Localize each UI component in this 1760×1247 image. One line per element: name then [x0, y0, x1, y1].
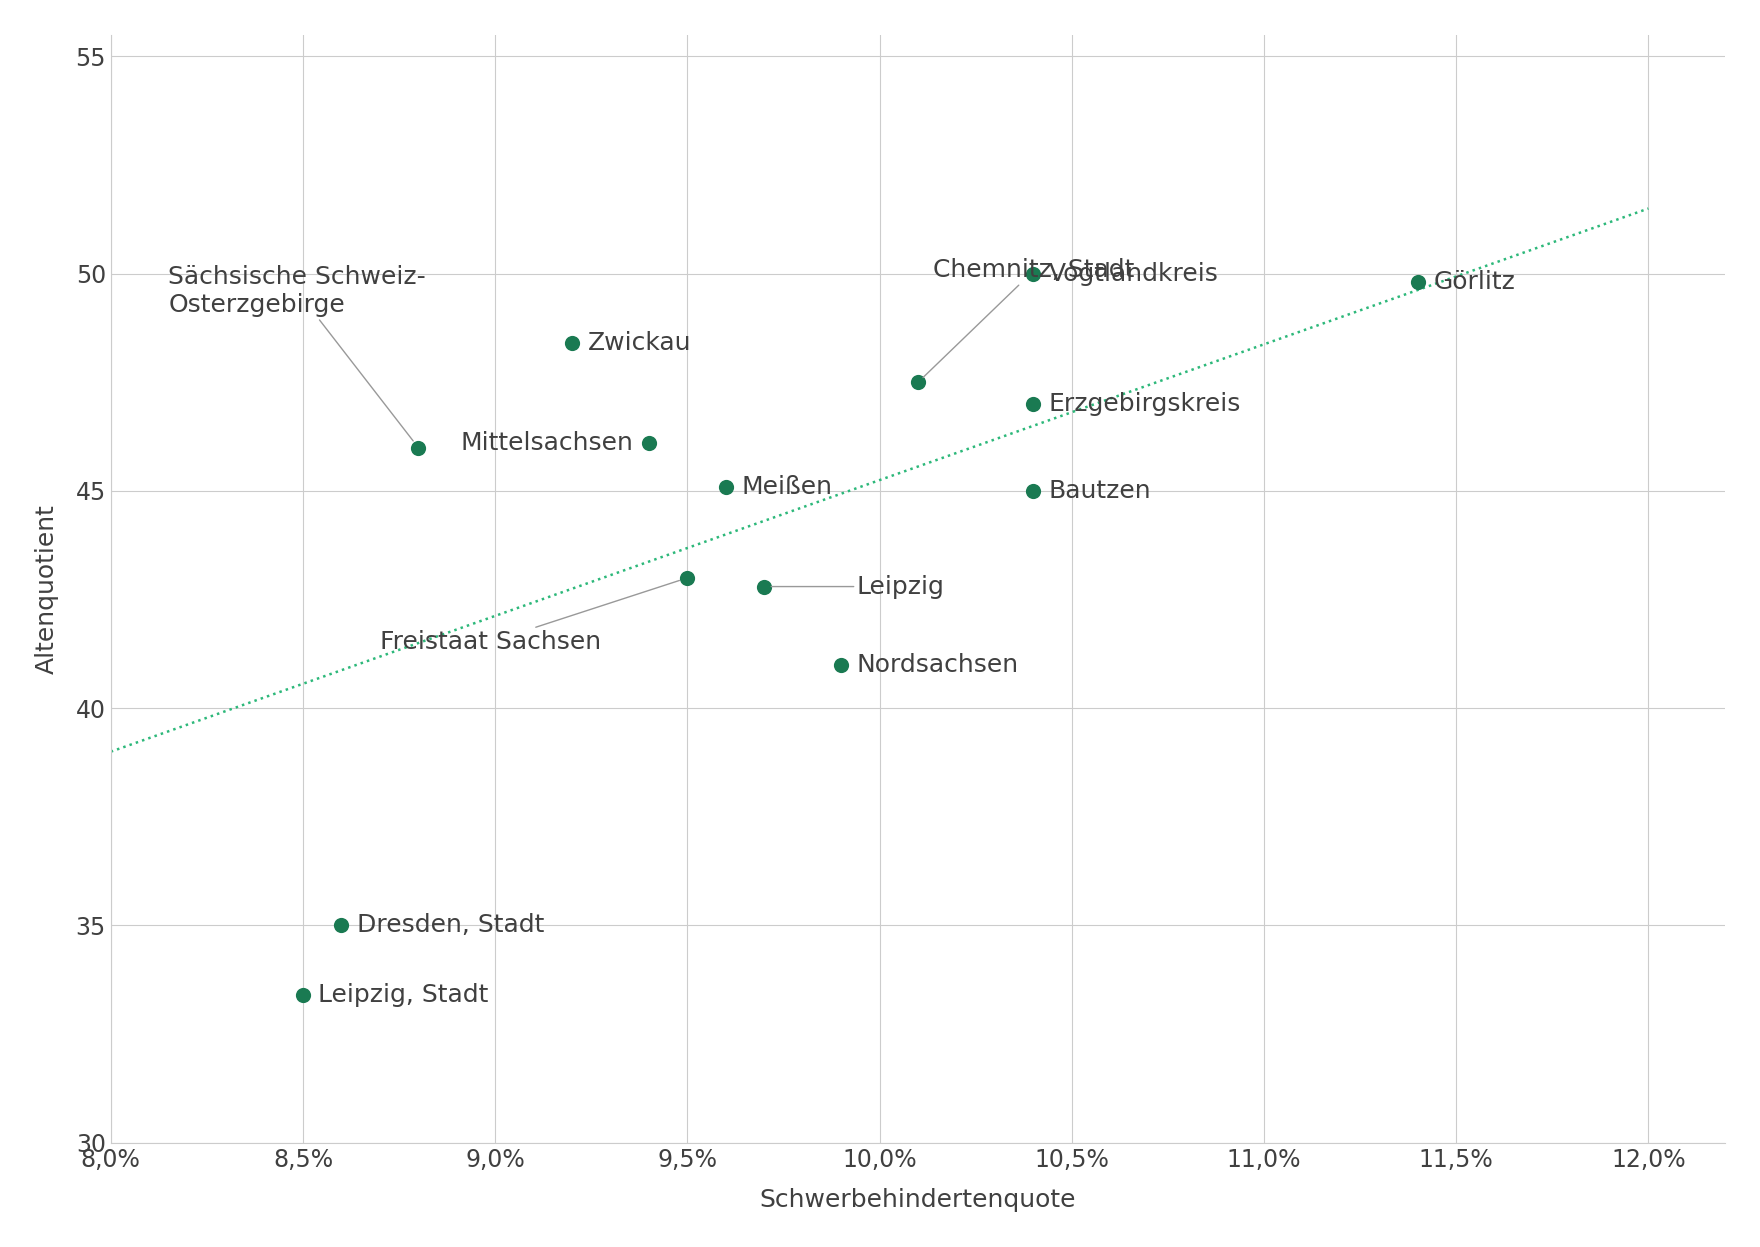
Point — [405, 438, 433, 458]
Text: Chemnitz, Stadt: Chemnitz, Stadt — [922, 258, 1135, 378]
Point — [1019, 394, 1047, 414]
Point — [674, 567, 702, 587]
Text: Leipzig: Leipzig — [771, 575, 945, 599]
Text: Leipzig, Stadt: Leipzig, Stadt — [319, 983, 489, 1008]
Point — [635, 433, 664, 453]
Text: Görlitz: Görlitz — [1433, 271, 1515, 294]
Point — [327, 915, 356, 935]
Text: Freistaat Sachsen: Freistaat Sachsen — [380, 580, 679, 653]
Text: Vogtlandkreis: Vogtlandkreis — [1049, 262, 1218, 286]
Text: Mittelsachsen: Mittelsachsen — [461, 431, 634, 455]
Point — [1019, 481, 1047, 501]
Point — [1404, 272, 1433, 292]
Text: Meißen: Meißen — [741, 475, 832, 499]
Text: Dresden, Stadt: Dresden, Stadt — [357, 914, 544, 938]
Text: Bautzen: Bautzen — [1049, 479, 1151, 503]
Point — [750, 576, 778, 596]
Text: Zwickau: Zwickau — [588, 332, 692, 355]
Point — [289, 985, 317, 1005]
Point — [827, 655, 855, 675]
Point — [1019, 263, 1047, 283]
Text: Nordsachsen: Nordsachsen — [857, 652, 1019, 677]
Text: Erzgebirgskreis: Erzgebirgskreis — [1049, 392, 1241, 416]
Point — [558, 333, 586, 353]
Point — [905, 373, 933, 393]
Text: Sächsische Schweiz-
Osterzgebirge: Sächsische Schweiz- Osterzgebirge — [169, 266, 426, 441]
X-axis label: Schwerbehindertenquote: Schwerbehindertenquote — [760, 1188, 1077, 1212]
Y-axis label: Altenquotient: Altenquotient — [35, 504, 58, 673]
Point — [711, 476, 739, 496]
